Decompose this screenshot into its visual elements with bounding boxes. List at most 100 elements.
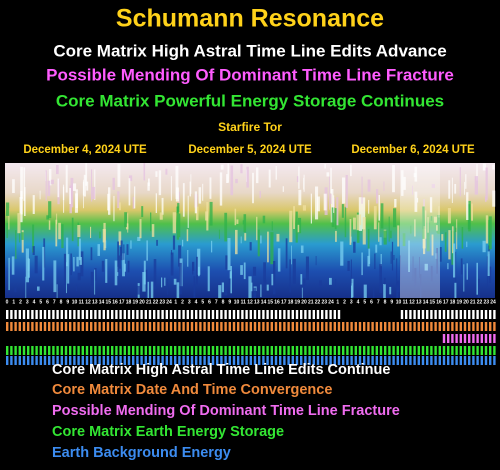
texture-streak	[187, 250, 189, 267]
texture-streak	[423, 199, 425, 207]
texture-streak	[368, 199, 370, 214]
energy-dash	[237, 346, 240, 355]
texture-streak	[156, 239, 158, 246]
energy-dash	[295, 322, 299, 331]
texture-streak	[139, 219, 142, 239]
texture-streak	[412, 185, 413, 195]
energy-dash	[442, 356, 446, 365]
energy-dash	[493, 322, 496, 331]
spectrogram-texture	[5, 163, 496, 298]
texture-streak	[326, 172, 330, 177]
texture-streak	[134, 186, 136, 209]
texture-streak	[425, 210, 427, 239]
texture-streak	[420, 274, 422, 298]
energy-dash	[405, 322, 408, 331]
energy-dash	[468, 322, 471, 331]
energy-dash	[266, 356, 269, 365]
energy-dash	[119, 346, 122, 355]
energy-dash	[111, 310, 114, 319]
energy-dash	[451, 346, 454, 355]
texture-streak	[353, 217, 356, 230]
energy-dash	[447, 322, 450, 331]
texture-streak	[227, 163, 229, 183]
texture-streak	[362, 197, 366, 230]
texture-streak	[69, 188, 71, 204]
hour-label: 13	[416, 299, 422, 305]
energy-dash	[232, 322, 236, 331]
energy-dash	[6, 310, 9, 319]
energy-dash	[388, 322, 391, 331]
texture-streak	[378, 195, 380, 221]
energy-dash	[186, 356, 189, 365]
energy-dash	[333, 310, 336, 319]
energy-dash	[144, 322, 147, 331]
texture-streak	[123, 244, 125, 260]
texture-streak	[155, 193, 157, 213]
energy-dash	[463, 334, 467, 343]
energy-dash	[31, 310, 34, 319]
energy-dash	[106, 346, 110, 355]
energy-dash	[434, 310, 437, 319]
texture-streak	[197, 248, 201, 275]
energy-dash	[283, 310, 286, 319]
energy-dash	[438, 356, 441, 365]
headline: Core Matrix High Astral Time Line Edits …	[53, 41, 446, 60]
texture-streak	[315, 256, 317, 266]
energy-dash	[308, 322, 311, 331]
texture-streak	[63, 253, 67, 286]
energy-dash	[39, 356, 42, 365]
energy-dash	[199, 356, 202, 365]
texture-streak	[456, 219, 458, 250]
hour-label: 7	[215, 299, 218, 305]
energy-dash	[304, 322, 307, 331]
energy-dash	[169, 356, 173, 365]
texture-streak	[143, 163, 146, 181]
energy-dash	[325, 356, 328, 365]
energy-dash	[249, 346, 252, 355]
texture-streak	[256, 216, 258, 241]
texture-streak	[220, 164, 224, 170]
texture-streak	[368, 248, 371, 264]
texture-streak	[260, 235, 262, 244]
energy-dash	[392, 356, 395, 365]
energy-dash	[169, 346, 173, 355]
energy-dash	[337, 356, 341, 365]
energy-dash	[480, 356, 483, 365]
energy-dash	[232, 346, 236, 355]
energy-dash	[98, 310, 101, 319]
texture-streak	[248, 276, 252, 298]
energy-dash	[451, 310, 454, 319]
energy-dash	[182, 310, 185, 319]
energy-dash	[371, 346, 374, 355]
energy-dash	[279, 310, 282, 319]
energy-dash	[60, 322, 63, 331]
hour-label: 9	[66, 299, 69, 305]
hour-label: 5	[201, 299, 204, 305]
texture-streak	[300, 245, 304, 253]
energy-dash	[98, 356, 101, 365]
energy-dash	[182, 346, 185, 355]
texture-streak	[485, 167, 488, 201]
texture-streak	[323, 193, 327, 211]
energy-dash	[77, 356, 80, 365]
texture-streak	[263, 262, 266, 287]
texture-streak	[455, 251, 457, 286]
hour-label: 15	[268, 299, 274, 305]
texture-streak	[53, 260, 57, 293]
texture-streak	[128, 178, 131, 206]
texture-streak	[358, 197, 362, 231]
energy-dash	[413, 322, 416, 331]
energy-dash	[455, 322, 458, 331]
texture-streak	[416, 197, 419, 203]
energy-dash	[94, 356, 97, 365]
energy-dash	[115, 346, 118, 355]
energy-dash	[161, 310, 164, 319]
energy-dash	[337, 346, 341, 355]
energy-dash	[60, 346, 63, 355]
texture-streak	[165, 168, 168, 175]
hour-label: 6	[370, 299, 373, 305]
energy-dash	[132, 322, 135, 331]
energy-dash	[262, 356, 265, 365]
texture-streak	[14, 287, 17, 293]
hour-label: 16	[274, 299, 280, 305]
